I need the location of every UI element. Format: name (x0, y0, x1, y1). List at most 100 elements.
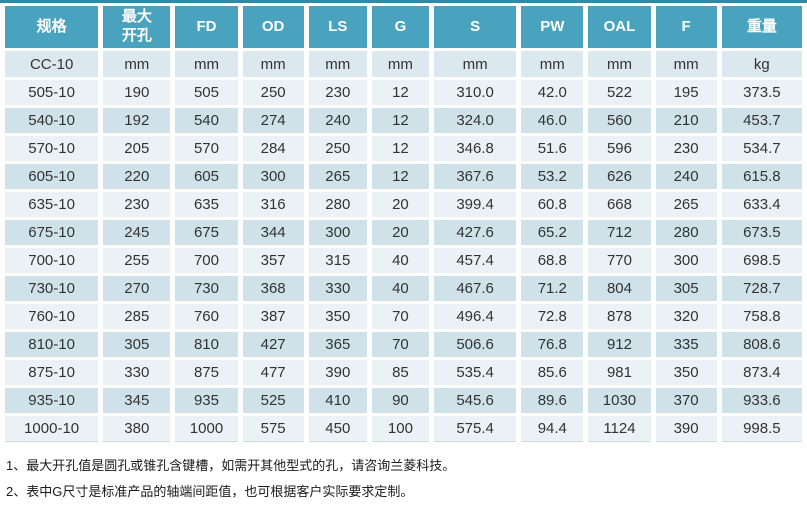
cell-pw: 72.8 (521, 304, 584, 329)
cell-g: 20 (371, 192, 429, 217)
cell-ls: 350 (308, 304, 367, 329)
cell-g: 12 (371, 136, 429, 161)
cell-spec: 810-10 (5, 332, 99, 357)
table-row: 935-10 345 935 525 410 90 545.6 89.6 1030 370 933.… (5, 388, 802, 413)
cell-f: 335 (655, 332, 717, 357)
table-row: 505-10 190 505 250 230 12 310.0 42.0 522 195 373.5 (5, 80, 802, 105)
cell-pw: 71.2 (521, 276, 584, 301)
cell-pw: 65.2 (521, 220, 584, 245)
cell-fd: 540 (175, 108, 238, 133)
cell-od: 575 (242, 416, 304, 442)
column-header-max-bore: 最大 开孔 (103, 6, 171, 48)
cell-od: 274 (242, 108, 304, 133)
unit-cell-f: mm (655, 51, 717, 77)
unit-cell-spec: CC-10 (5, 51, 99, 77)
cell-pw: 85.6 (521, 360, 584, 385)
table-row: 635-10 230 635 316 280 20 399.4 60.8 668 265 633.4 (5, 192, 802, 217)
unit-cell-g: mm (371, 51, 429, 77)
cell-max-bore: 285 (103, 304, 171, 329)
cell-pw: 42.0 (521, 80, 584, 105)
cell-g: 40 (371, 248, 429, 273)
cell-ls: 230 (308, 80, 367, 105)
cell-spec: 505-10 (5, 80, 99, 105)
cell-max-bore: 245 (103, 220, 171, 245)
table-row: 730-10 270 730 368 330 40 467.6 71.2 804 305 728.7 (5, 276, 802, 301)
cell-f: 370 (655, 388, 717, 413)
cell-weight: 673.5 (721, 220, 802, 245)
table-row: 570-10 205 570 284 250 12 346.8 51.6 596 230 534.7 (5, 136, 802, 161)
unit-cell-s: mm (434, 51, 517, 77)
cell-fd: 760 (175, 304, 238, 329)
cell-fd: 935 (175, 388, 238, 413)
cell-ls: 240 (308, 108, 367, 133)
cell-g: 12 (371, 164, 429, 189)
cell-f: 240 (655, 164, 717, 189)
cell-s: 506.6 (434, 332, 517, 357)
cell-s: 496.4 (434, 304, 517, 329)
cell-pw: 53.2 (521, 164, 584, 189)
cell-max-bore: 270 (103, 276, 171, 301)
cell-ls: 365 (308, 332, 367, 357)
cell-pw: 60.8 (521, 192, 584, 217)
cell-pw: 68.8 (521, 248, 584, 273)
footnote-2: 2、表中G尺寸是标准产品的轴端间距值，也可根据客户实际要求定制。 (6, 484, 414, 499)
table-row: 540-10 192 540 274 240 12 324.0 46.0 560 210 453.7 (5, 108, 802, 133)
cell-oal: 668 (588, 192, 651, 217)
header-row: 规格 最大 开孔 FD OD LS G S PW OAL F 重量 (5, 6, 802, 48)
cell-f: 230 (655, 136, 717, 161)
cell-max-bore: 330 (103, 360, 171, 385)
column-header-weight: 重量 (721, 6, 802, 48)
cell-weight: 933.6 (721, 388, 802, 413)
column-header-f: F (655, 6, 717, 48)
cell-od: 316 (242, 192, 304, 217)
cell-f: 210 (655, 108, 717, 133)
cell-fd: 635 (175, 192, 238, 217)
cell-weight: 998.5 (721, 416, 802, 442)
cell-weight: 808.6 (721, 332, 802, 357)
cell-oal: 596 (588, 136, 651, 161)
unit-cell-ls: mm (308, 51, 367, 77)
cell-g: 85 (371, 360, 429, 385)
cell-oal: 770 (588, 248, 651, 273)
cell-f: 195 (655, 80, 717, 105)
cell-s: 367.6 (434, 164, 517, 189)
table-row: 810-10 305 810 427 365 70 506.6 76.8 912 335 808.6 (5, 332, 802, 357)
cell-ls: 330 (308, 276, 367, 301)
cell-g: 100 (371, 416, 429, 442)
cell-max-bore: 190 (103, 80, 171, 105)
cell-weight: 453.7 (721, 108, 802, 133)
cell-max-bore: 192 (103, 108, 171, 133)
cell-max-bore: 220 (103, 164, 171, 189)
cell-oal: 522 (588, 80, 651, 105)
table-row: 675-10 245 675 344 300 20 427.6 65.2 712 280 673.5 (5, 220, 802, 245)
cell-g: 70 (371, 332, 429, 357)
unit-cell-pw: mm (521, 51, 584, 77)
cell-s: 427.6 (434, 220, 517, 245)
cell-max-bore: 380 (103, 416, 171, 442)
column-header-spec: 规格 (5, 6, 99, 48)
cell-oal: 804 (588, 276, 651, 301)
cell-od: 368 (242, 276, 304, 301)
cell-od: 357 (242, 248, 304, 273)
cell-spec: 700-10 (5, 248, 99, 273)
cell-s: 467.6 (434, 276, 517, 301)
cell-pw: 94.4 (521, 416, 584, 442)
cell-od: 387 (242, 304, 304, 329)
unit-cell-weight: kg (721, 51, 802, 77)
cell-spec: 1000-10 (5, 416, 99, 442)
cell-od: 477 (242, 360, 304, 385)
unit-row: CC-10 mm mm mm mm mm mm mm mm mm kg (5, 51, 802, 77)
cell-ls: 315 (308, 248, 367, 273)
cell-fd: 730 (175, 276, 238, 301)
cell-spec: 760-10 (5, 304, 99, 329)
cell-pw: 51.6 (521, 136, 584, 161)
cell-weight: 534.7 (721, 136, 802, 161)
unit-cell-max-bore: mm (103, 51, 171, 77)
cell-ls: 390 (308, 360, 367, 385)
table-row: 1000-10 380 1000 575 450 100 575.4 94.4 1124 390 9… (5, 416, 802, 442)
cell-fd: 675 (175, 220, 238, 245)
cell-s: 535.4 (434, 360, 517, 385)
cell-spec: 935-10 (5, 388, 99, 413)
unit-cell-oal: mm (588, 51, 651, 77)
table-row: 875-10 330 875 477 390 85 535.4 85.6 981 350 873.4 (5, 360, 802, 385)
